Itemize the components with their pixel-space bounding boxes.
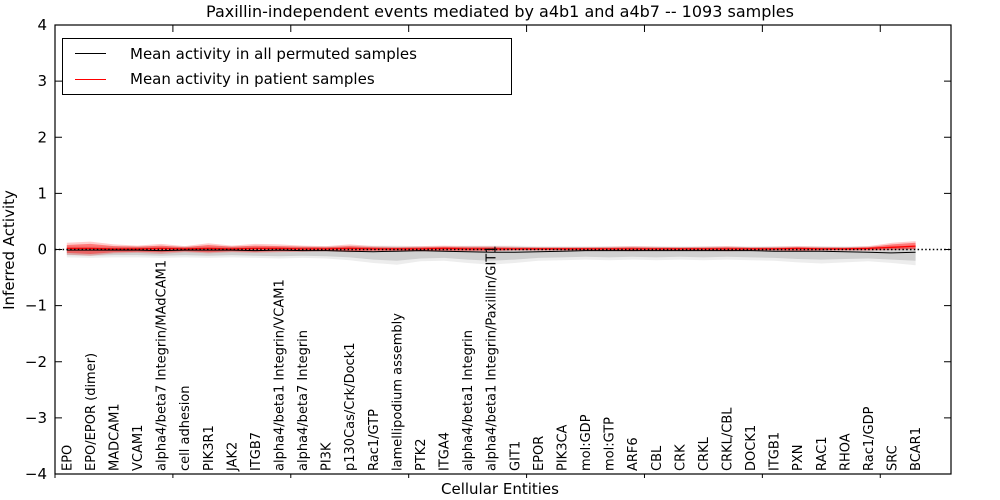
legend-label-patient: Mean activity in patient samples (130, 70, 375, 88)
y-tick-label: 0 (37, 241, 47, 259)
category-label: EPO/EPOR (dimer) (84, 353, 99, 471)
category-label: ARF6 (626, 437, 641, 471)
y-tick-label: −4 (25, 465, 47, 483)
category-label: alpha4/beta1 Integrin/Paxillin/GIT1 (485, 245, 500, 471)
category-label: alpha4/beta7 Integrin (296, 330, 311, 471)
category-label: ITGB7 (249, 432, 264, 471)
category-label: RAC1 (815, 436, 830, 471)
category-label: JAK2 (225, 442, 240, 472)
category-label: BCAR1 (909, 427, 924, 471)
category-label: alpha4/beta1 Integrin (461, 330, 476, 471)
category-label: cell adhesion (178, 385, 193, 471)
category-label: CRKL/CBL (721, 407, 736, 471)
legend: Mean activity in all permuted samples Me… (62, 38, 512, 95)
category-label: GIT1 (508, 441, 523, 471)
category-label: CRKL (697, 436, 712, 471)
category-label: ITGA4 (438, 432, 453, 471)
y-tick-label: 4 (37, 16, 47, 34)
category-label: PIK3R1 (202, 425, 217, 471)
category-label: VCAM1 (131, 425, 146, 471)
category-label: DOCK1 (744, 425, 759, 471)
legend-line-permuted (75, 53, 106, 55)
y-tick-label: −1 (25, 297, 47, 315)
category-label: PXN (791, 445, 806, 471)
chart-title: Paxillin-independent events mediated by … (206, 2, 794, 21)
category-label: EPO (60, 445, 75, 471)
category-label: Rac1/GTP (367, 409, 382, 471)
legend-item-patient: Mean activity in patient samples (75, 71, 511, 88)
plot-layer: −4 −3 −2 −1 0 1 2 3 4 EPO EPO/EPOR (dimer) MADCAM1 V… (25, 16, 952, 483)
category-label: mol:GTP (603, 417, 618, 471)
category-label: PTK2 (414, 438, 429, 471)
category-label: RHOA (838, 433, 853, 471)
y-axis-label: Inferred Activity (0, 190, 18, 310)
legend-line-patient (75, 78, 106, 80)
y-tick-label: 3 (37, 72, 47, 90)
category-label: CBL (650, 445, 665, 471)
category-label: mol:GDP (579, 414, 594, 471)
category-label: SRC (886, 445, 901, 471)
category-label: Rac1/GDP (862, 406, 877, 471)
category-label: lamellipodium assembly (390, 313, 405, 471)
y-tick-label: −2 (25, 353, 47, 371)
category-label: ITGB1 (768, 432, 783, 471)
legend-item-permuted: Mean activity in all permuted samples (75, 44, 511, 63)
y-tick-label: 1 (37, 184, 47, 202)
category-label: p130Cas/Crk/Dock1 (343, 342, 358, 471)
x-axis-label: Cellular Entities (441, 480, 559, 498)
category-label: PIK3CA (555, 424, 570, 471)
category-label: alpha4/beta1 Integrin/VCAM1 (273, 279, 288, 471)
y-tick-label: 2 (37, 128, 47, 146)
category-label: CRK (673, 444, 688, 471)
category-label: PI3K (320, 442, 335, 471)
category-label: EPOR (532, 436, 547, 471)
category-label: alpha4/beta7 Integrin/MAdCAM1 (155, 260, 170, 471)
category-label: MADCAM1 (107, 403, 122, 471)
y-tick-label: −3 (25, 409, 47, 427)
legend-label-permuted: Mean activity in all permuted samples (130, 44, 417, 63)
